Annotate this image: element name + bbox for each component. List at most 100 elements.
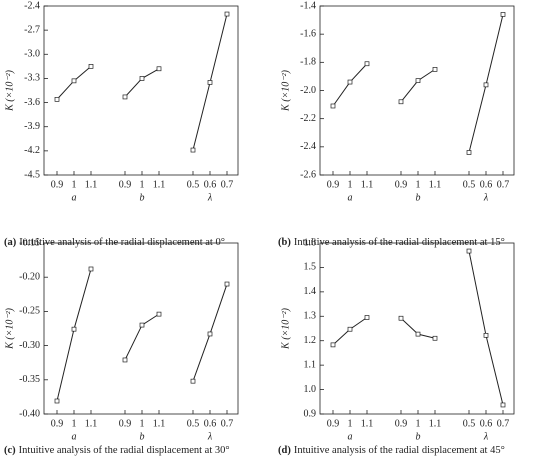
group-label: a (72, 431, 77, 442)
group-label: λ (207, 192, 213, 203)
x-tick-label: 1.1 (429, 418, 442, 429)
point (415, 78, 421, 83)
y-tick-label: -3.9 (24, 121, 40, 132)
x-tick-label: 1.1 (361, 418, 374, 429)
x-tick-label: 0.5 (187, 418, 200, 429)
y-tick-label: -3.6 (24, 97, 40, 108)
y-tick-label: 1.0 (304, 384, 317, 395)
caption-label: (a) (4, 237, 17, 248)
point (347, 79, 353, 85)
x-tick-label: 0.9 (51, 418, 64, 429)
x-tick-label: 1 (72, 418, 77, 429)
y-tick-label: -2.2 (300, 113, 316, 124)
y-tick-label: -2.6 (300, 169, 316, 180)
point (500, 12, 506, 17)
point (224, 281, 230, 287)
y-tick-label: -2.7 (24, 24, 40, 35)
y-tick-label: -4.2 (24, 145, 40, 156)
x-tick-label: 1.1 (361, 179, 374, 190)
group-label: b (140, 192, 145, 203)
y-axis-label: K (×10⁻²) (280, 69, 291, 112)
x-tick-label: 0.6 (204, 418, 217, 429)
point (156, 66, 162, 72)
x-tick-label: 1 (348, 418, 353, 429)
point (432, 335, 438, 341)
plot-frame (43, 5, 239, 176)
y-tick-label: 0.9 (304, 408, 317, 419)
point (190, 147, 196, 153)
y-axis-label: K (×10⁻²) (280, 307, 291, 350)
x-tick-label: 1 (416, 179, 421, 190)
caption: (c) Intuitive analysis of the radial disp… (4, 445, 230, 456)
y-tick-label: -2.0 (300, 85, 316, 96)
point (347, 326, 353, 332)
x-tick-label: 1 (140, 179, 145, 190)
y-tick-label: -0.15 (19, 237, 40, 248)
point (483, 332, 489, 338)
y-axis-label: K (×10⁻²) (4, 69, 15, 112)
point (190, 378, 196, 384)
y-tick-label: 1.2 (304, 335, 317, 346)
y-tick-label: -2.4 (300, 141, 316, 152)
caption-text: Intuitive analysis of the radial displac… (294, 445, 505, 456)
point (466, 248, 472, 254)
y-tick-label: -0.40 (19, 408, 40, 419)
y-axis-label: K (×10⁻²) (4, 307, 15, 350)
x-tick-label: 1.1 (85, 418, 98, 429)
x-tick-label: 0.7 (221, 418, 234, 429)
y-tick-label: 1.1 (304, 359, 317, 370)
x-tick-label: 1.1 (429, 179, 442, 190)
x-tick-label: 0.7 (221, 179, 234, 190)
point (432, 67, 438, 72)
y-tick-label: -3.0 (24, 49, 40, 60)
point (398, 99, 404, 105)
point (364, 61, 370, 67)
y-tick-label: 1.4 (304, 286, 317, 297)
point (54, 97, 60, 102)
x-tick-label: 1.1 (85, 179, 98, 190)
series-line (400, 68, 436, 103)
x-tick-label: 1 (348, 179, 353, 190)
x-tick-label: 0.9 (51, 179, 64, 190)
caption-label: (c) (4, 445, 16, 456)
x-tick-label: 0.5 (463, 418, 476, 429)
caption-label: (d) (278, 445, 291, 456)
group-label: b (416, 192, 421, 203)
x-tick-label: 0.9 (327, 179, 340, 190)
point (122, 94, 128, 100)
point (330, 342, 336, 348)
x-tick-label: 0.9 (395, 418, 408, 429)
x-tick-label: 0.6 (204, 179, 217, 190)
plot-frame (43, 242, 239, 415)
y-tick-label: -0.25 (19, 306, 40, 317)
y-tick-label: -1.4 (300, 0, 316, 11)
y-tick-label: -0.20 (19, 271, 40, 282)
series-line (468, 250, 504, 406)
series-line (332, 63, 368, 107)
x-tick-label: 0.9 (119, 418, 132, 429)
point (224, 11, 230, 17)
x-tick-label: 0.9 (327, 418, 340, 429)
group-label: λ (207, 431, 213, 442)
point (364, 315, 370, 320)
y-tick-label: 1.5 (304, 262, 317, 273)
point (483, 82, 489, 88)
y-tick-label: -2.4 (24, 0, 40, 11)
x-tick-label: 0.6 (480, 179, 493, 190)
point (500, 402, 506, 408)
x-tick-label: 0.5 (187, 179, 200, 190)
point (139, 322, 145, 328)
point (207, 331, 213, 337)
x-tick-label: 1.1 (153, 418, 166, 429)
y-tick-label: 1.3 (304, 311, 317, 322)
x-tick-label: 0.6 (480, 418, 493, 429)
x-tick-label: 1 (72, 179, 77, 190)
group-label: a (348, 431, 353, 442)
point (71, 78, 77, 84)
x-tick-label: 1 (416, 418, 421, 429)
y-tick-label: -0.35 (19, 374, 40, 385)
y-tick-label: -1.8 (300, 57, 316, 68)
x-tick-label: 0.9 (395, 179, 408, 190)
